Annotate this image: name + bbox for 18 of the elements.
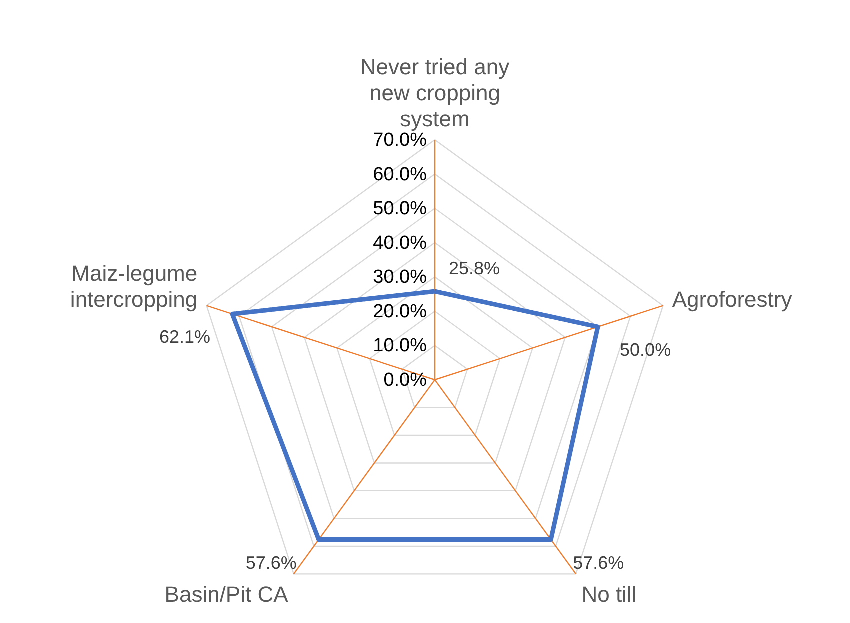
data-label: 62.1% (159, 327, 211, 348)
spoke-label: No till (582, 582, 637, 607)
y-tick-label: 60.0% (373, 164, 428, 186)
data-label: 25.8% (449, 258, 500, 279)
spoke-label: Basin/Pit CA (164, 582, 289, 607)
y-tick-label: 30.0% (373, 267, 428, 288)
y-tick-label: 10.0% (373, 336, 428, 357)
y-tick-label: 20.0% (373, 301, 428, 322)
spoke-label: Never tried any new cropping system (360, 54, 510, 132)
y-tick-label: 70.0% (373, 130, 428, 151)
y-tick-label: 0.0% (384, 370, 428, 391)
data-label: 57.6% (573, 552, 624, 573)
spoke-label: Agroforestry (672, 286, 792, 312)
y-tick-label: 50.0% (373, 198, 428, 220)
spoke-label: Maiz-legume intercropping (70, 260, 198, 312)
data-label: 57.6% (246, 552, 297, 573)
data-label: 50.0% (620, 340, 672, 360)
y-tick-label: 40.0% (373, 232, 428, 254)
